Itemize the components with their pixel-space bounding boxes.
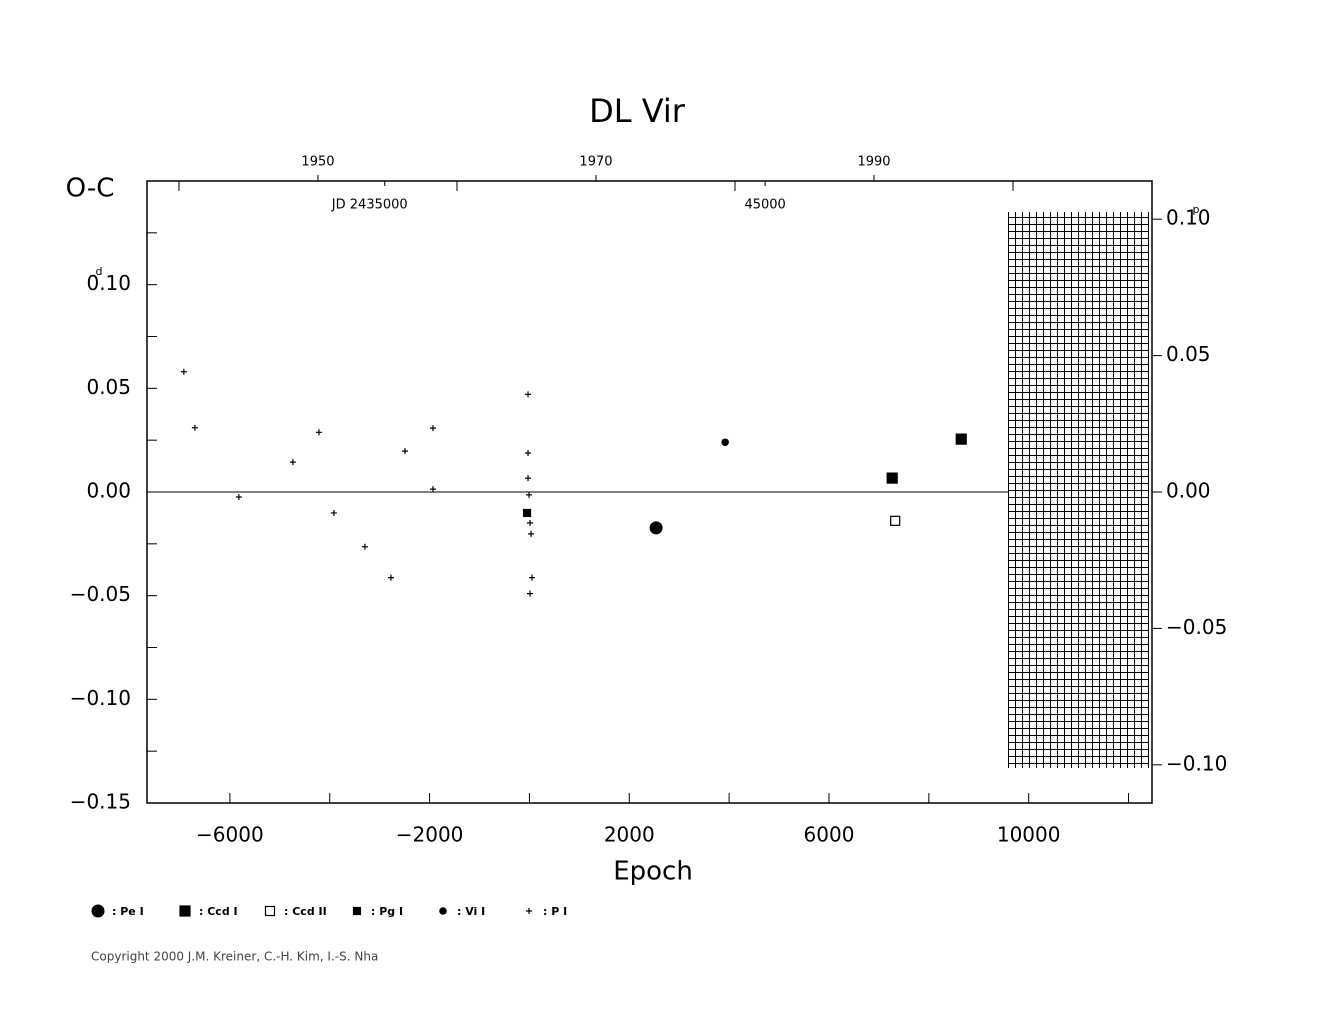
point <box>180 368 187 375</box>
x-tick-label: 10000 <box>997 823 1061 847</box>
legend-label: : Pg I <box>371 905 403 918</box>
year-tick-label: 1950 <box>301 155 334 170</box>
y-tick-label: −0.05 <box>70 582 131 606</box>
point <box>526 491 533 498</box>
point <box>529 574 536 581</box>
point <box>527 590 534 597</box>
point <box>890 515 901 526</box>
y-axis-label: O-C <box>66 174 115 204</box>
y-tick-label: 0.10 <box>86 271 131 295</box>
point <box>955 433 967 445</box>
y2-unit: p <box>1193 203 1200 216</box>
y-tick-label: −0.10 <box>70 686 131 710</box>
y-tick-label: 0.05 <box>86 375 131 399</box>
point <box>721 438 729 447</box>
point <box>525 391 532 398</box>
point <box>315 429 322 436</box>
point <box>330 509 337 516</box>
y2-tick-label: 0.00 <box>1166 479 1211 503</box>
legend-symbol <box>439 907 447 915</box>
legend-symbol <box>264 905 276 917</box>
x-axis-label: Epoch <box>613 857 693 887</box>
y2-tick-label: −0.05 <box>1166 615 1227 639</box>
jd-tick-label: 45000 <box>744 198 785 213</box>
point <box>429 486 436 493</box>
point <box>235 493 242 500</box>
point <box>525 450 532 457</box>
copyright: Copyright 2000 J.M. Kreiner, C.-H. Kim, … <box>91 950 378 964</box>
point <box>289 459 296 466</box>
legend-symbol <box>179 905 191 917</box>
x-tick-label: 6000 <box>804 823 855 847</box>
chart-title: DL Vir <box>589 92 686 130</box>
hatched-region <box>1008 212 1149 768</box>
x-tick-label: 2000 <box>604 823 655 847</box>
legend-symbol <box>352 906 362 916</box>
legend-symbol <box>91 904 105 918</box>
y-tick-label: 0.00 <box>86 479 131 503</box>
legend-label: : Vi I <box>457 905 485 918</box>
point <box>401 448 408 455</box>
legend-label: : Pe I <box>112 905 144 918</box>
point <box>522 508 532 518</box>
y2-tick-label: −0.10 <box>1166 751 1227 775</box>
point <box>649 521 663 535</box>
point <box>527 519 534 526</box>
point <box>528 530 535 537</box>
x-tick-label: −6000 <box>196 823 264 847</box>
y2-tick-label: 0.05 <box>1166 342 1211 366</box>
y-unit: d <box>96 265 103 278</box>
point <box>429 425 436 432</box>
y2-tick-label: 0.10 <box>1166 206 1211 230</box>
point <box>387 574 394 581</box>
jd-tick-label: JD 2435000 <box>331 198 408 213</box>
point <box>525 475 532 482</box>
point <box>361 543 368 550</box>
legend-symbol <box>526 908 532 914</box>
point <box>886 472 898 484</box>
point <box>191 424 198 431</box>
x-tick-label: −2000 <box>396 823 464 847</box>
legend-label: : P I <box>543 905 567 918</box>
legend-label: : Ccd II <box>284 905 327 918</box>
year-tick-label: 1990 <box>857 155 890 170</box>
year-tick-label: 1970 <box>579 155 612 170</box>
legend-label: : Ccd I <box>199 905 238 918</box>
y-tick-label: −0.15 <box>70 790 131 814</box>
